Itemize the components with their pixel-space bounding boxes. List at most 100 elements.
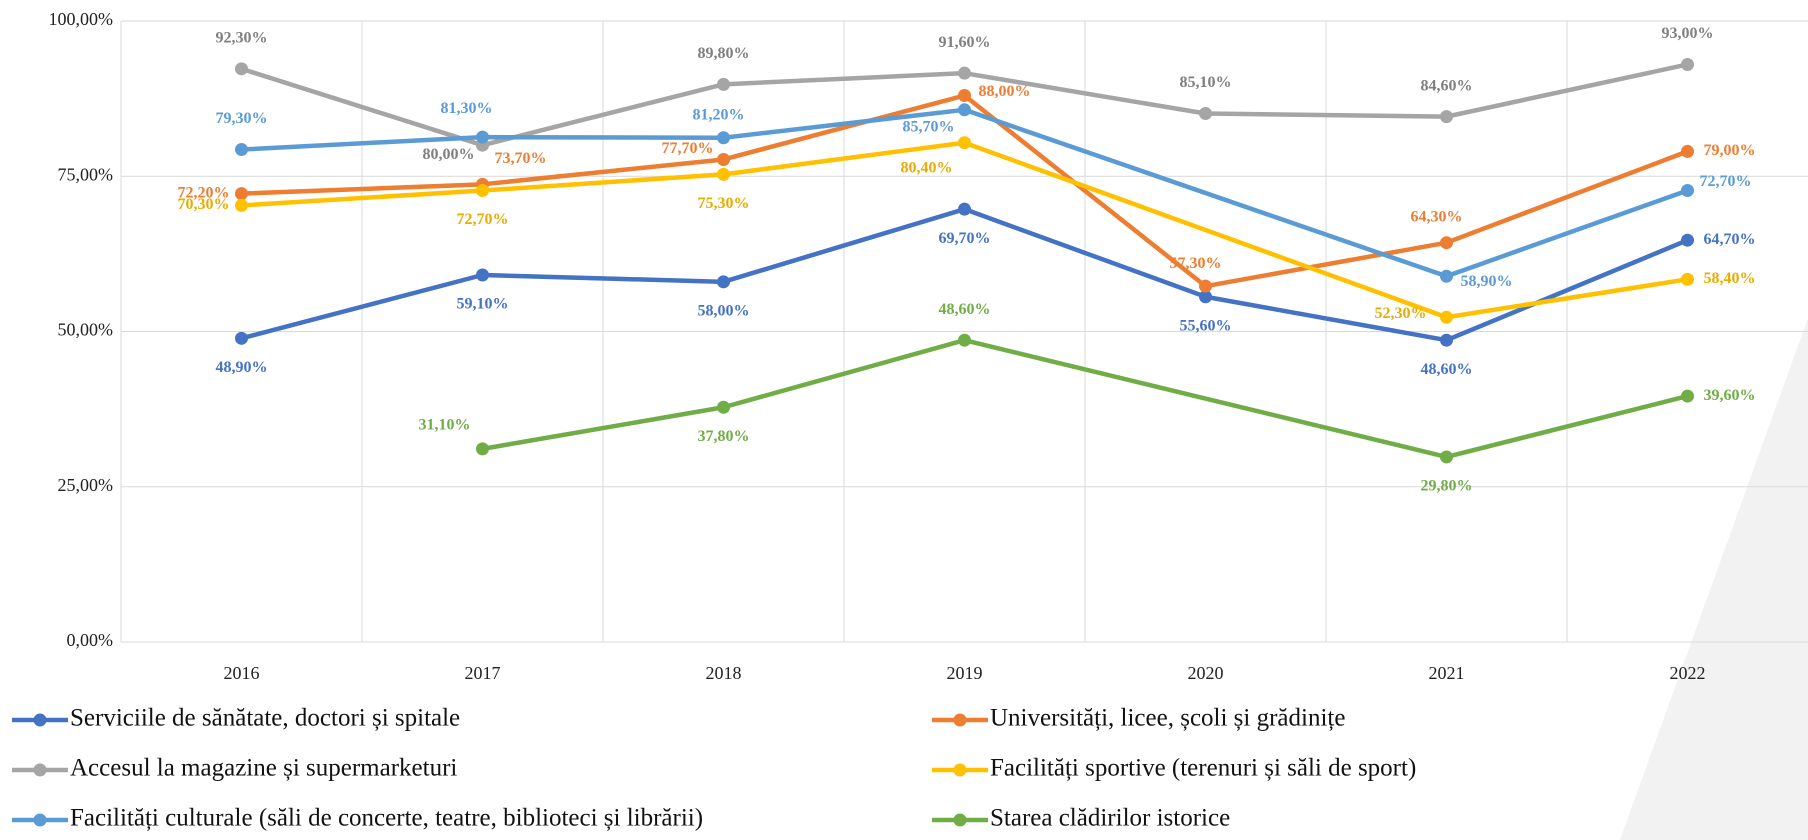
legend-marker — [953, 713, 967, 727]
data-label: 85,70% — [903, 118, 955, 135]
point — [717, 152, 730, 166]
point — [1681, 233, 1694, 247]
data-label: 72,70% — [457, 211, 509, 228]
legend-label: Facilități sportive (terenuri și săli de… — [990, 755, 1416, 782]
x-tick-label: 2021 — [1429, 663, 1465, 683]
point — [235, 187, 248, 201]
point — [717, 275, 730, 289]
point — [476, 130, 489, 144]
point — [717, 167, 730, 181]
data-label: 72,70% — [1700, 173, 1752, 190]
legend-label: Starea clădirilor istorice — [990, 805, 1230, 832]
data-label: 48,60% — [1421, 361, 1473, 378]
point — [1199, 290, 1212, 304]
point — [1199, 279, 1212, 293]
data-label: 31,10% — [419, 417, 471, 434]
data-label: 72,20% — [178, 184, 230, 201]
data-label: 70,30% — [178, 196, 230, 213]
y-tick-label: 25,00% — [58, 475, 114, 495]
y-tick-label: 50,00% — [58, 320, 114, 340]
x-tick-label: 2019 — [947, 663, 983, 683]
point — [235, 62, 248, 76]
legend-label: Accesul la magazine și supermarketuri — [70, 755, 457, 782]
data-label: 91,60% — [939, 34, 991, 51]
point — [1440, 333, 1453, 347]
series-line — [241, 140, 1688, 320]
legend-marker — [33, 813, 47, 827]
point — [476, 442, 489, 456]
data-label: 85,10% — [1180, 74, 1232, 91]
point — [958, 103, 971, 117]
point — [1681, 144, 1694, 158]
data-label: 75,30% — [698, 195, 750, 212]
point — [476, 184, 489, 198]
data-label: 59,10% — [457, 296, 509, 313]
point — [958, 202, 971, 216]
point — [958, 333, 971, 347]
point — [476, 268, 489, 282]
data-label: 88,00% — [979, 83, 1031, 100]
point — [958, 136, 971, 150]
x-tick-label: 2017 — [465, 663, 501, 683]
data-label: 77,70% — [662, 140, 714, 157]
point — [717, 131, 730, 145]
data-label: 57,30% — [1170, 255, 1222, 272]
data-label: 29,80% — [1421, 478, 1473, 495]
data-label: 58,90% — [1461, 273, 1513, 290]
y-tick-label: 0,00% — [67, 630, 114, 650]
data-label: 64,30% — [1411, 208, 1463, 225]
y-tick-label: 75,00% — [58, 164, 114, 184]
legend-marker — [33, 763, 47, 777]
point — [235, 331, 248, 345]
point — [1440, 110, 1453, 124]
x-tick-label: 2020 — [1188, 663, 1224, 683]
point — [958, 66, 971, 80]
data-label: 69,70% — [939, 230, 991, 247]
data-label: 79,30% — [216, 110, 268, 127]
data-label: 48,60% — [939, 301, 991, 318]
data-label: 48,90% — [216, 359, 268, 376]
decoration — [1620, 318, 1808, 840]
data-label: 73,70% — [495, 150, 547, 167]
data-label: 58,00% — [698, 302, 750, 319]
legend-marker — [953, 763, 967, 777]
point — [1681, 184, 1694, 198]
data-label: 93,00% — [1662, 25, 1714, 42]
data-label: 81,20% — [693, 106, 745, 123]
point — [1681, 389, 1694, 403]
point — [1681, 57, 1694, 71]
point — [1681, 272, 1694, 286]
data-label: 55,60% — [1180, 317, 1232, 334]
data-label: 80,40% — [901, 159, 953, 176]
data-label: 37,80% — [698, 428, 750, 445]
data-label: 84,60% — [1421, 77, 1473, 94]
legend-label: Universități, licee, școli și grădinițe — [990, 705, 1345, 732]
point — [1440, 450, 1453, 464]
data-label: 52,30% — [1375, 305, 1427, 322]
data-label: 80,00% — [423, 146, 475, 163]
point — [235, 198, 248, 212]
legend-label: Serviciile de sănătate, doctori și spita… — [70, 705, 460, 732]
point — [1440, 269, 1453, 283]
data-label: 92,30% — [216, 29, 268, 46]
data-label: 64,70% — [1704, 231, 1756, 248]
x-tick-label: 2018 — [706, 663, 742, 683]
data-label: 79,00% — [1704, 142, 1756, 159]
point — [235, 143, 248, 157]
point — [1440, 236, 1453, 250]
point — [958, 89, 971, 103]
x-tick-label: 2016 — [224, 663, 260, 683]
data-label: 89,80% — [698, 45, 750, 62]
legend-marker — [33, 713, 47, 727]
data-label: 81,30% — [441, 100, 493, 117]
legend-label: Facilități culturale (săli de concerte, … — [70, 805, 703, 832]
point — [1440, 310, 1453, 324]
data-label: 39,60% — [1704, 387, 1756, 404]
point — [1199, 107, 1212, 121]
data-label: 58,40% — [1704, 270, 1756, 287]
y-tick-label: 100,00% — [49, 9, 114, 29]
point — [717, 400, 730, 414]
series-line — [241, 107, 1689, 279]
legend-marker — [953, 813, 967, 827]
